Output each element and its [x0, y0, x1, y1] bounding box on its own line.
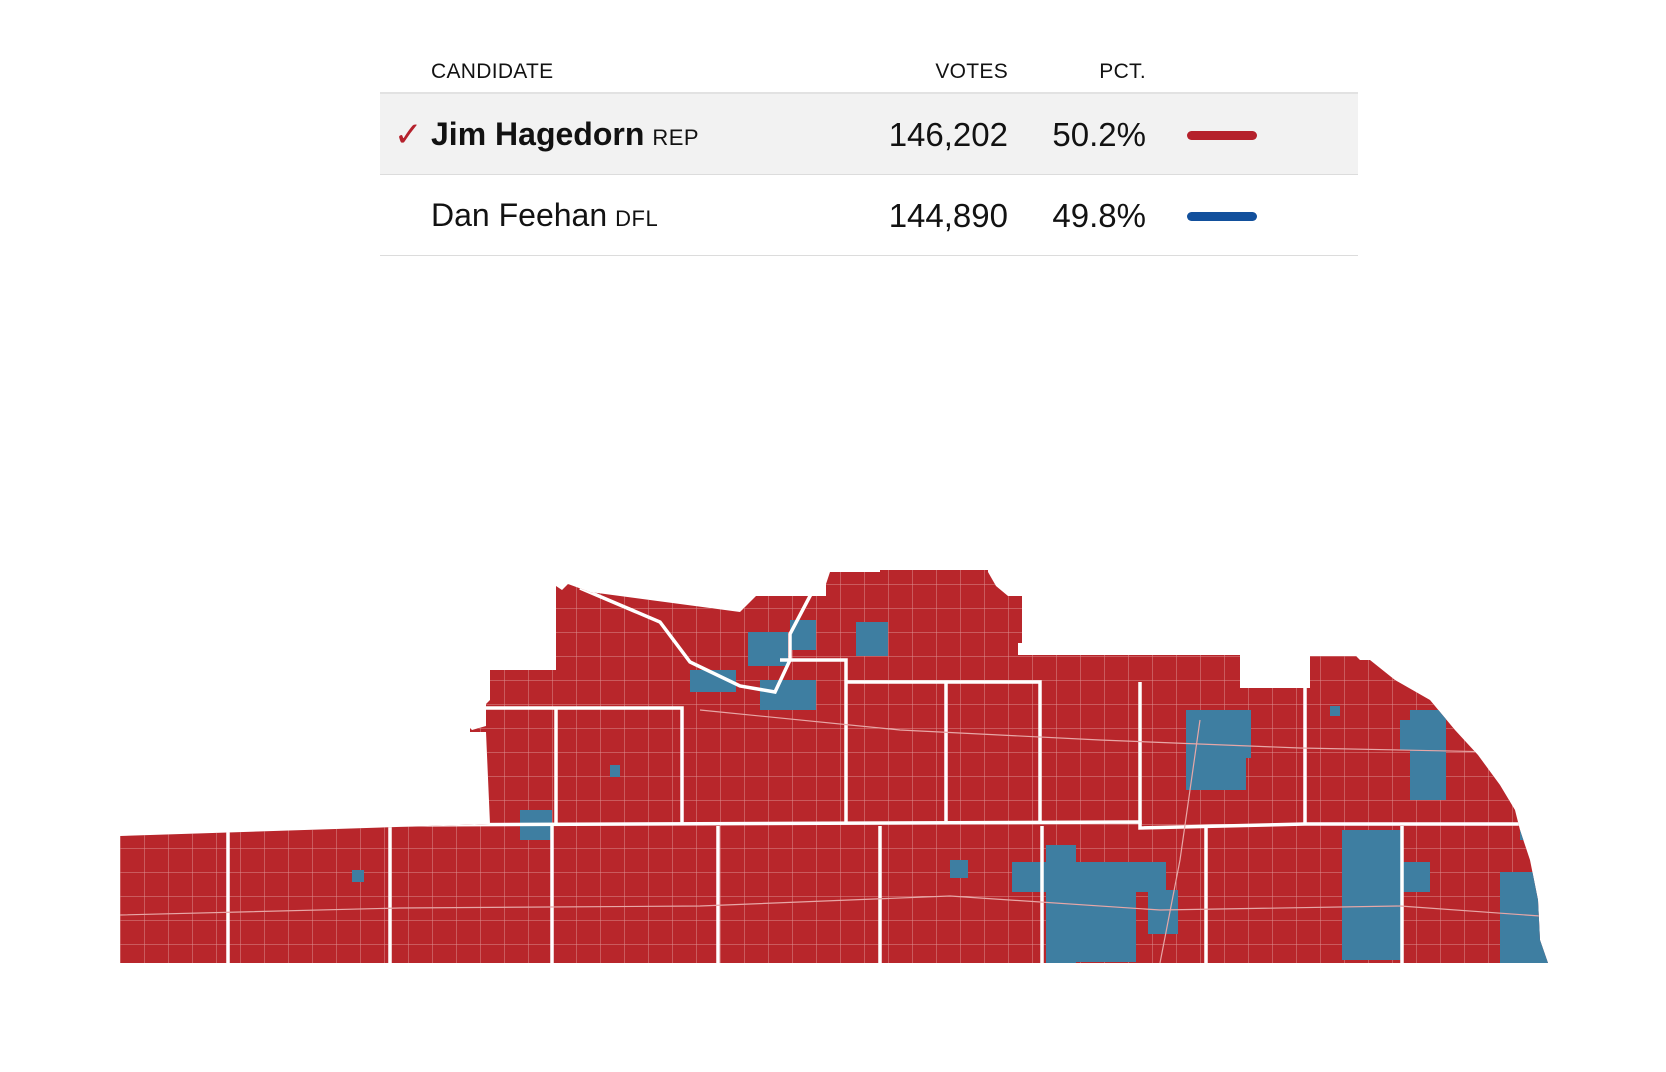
county-boundary [120, 820, 1520, 830]
dfl-precinct [222, 805, 232, 815]
dfl-precinct [1500, 872, 1548, 963]
county-boundary [780, 658, 848, 824]
road [120, 895, 1541, 917]
candidate-row-hagedorn: ✓ Jim Hagedorn REP 146,202 50.2% [380, 94, 1358, 175]
pct-column-header: PCT. [1099, 60, 1146, 83]
county-boundary [486, 706, 684, 824]
dfl-precinct [1402, 862, 1430, 892]
district-shape [120, 570, 1548, 963]
winner-check-icon: ✓ [394, 115, 423, 155]
county-boundary [846, 680, 1042, 824]
vote-share-bar [1187, 212, 1257, 221]
precinct-results-map [120, 570, 1548, 963]
dfl-precinct [856, 622, 888, 656]
candidate-name: Jim Hagedorn REP [431, 116, 699, 153]
table-header: CANDIDATE VOTES PCT. [380, 52, 1358, 94]
roads [120, 709, 1541, 963]
candidate-name-text: Dan Feehan [431, 197, 608, 233]
dfl-precincts [222, 620, 1548, 963]
precinct-grid [120, 570, 1548, 963]
vote-count: 144,890 [888, 197, 1008, 234]
vote-count: 146,202 [888, 116, 1008, 153]
road [699, 709, 1501, 753]
dfl-precinct [1342, 830, 1402, 960]
results-table: CANDIDATE VOTES PCT. ✓ Jim Hagedorn REP 1… [380, 52, 1358, 256]
dfl-precinct [610, 765, 620, 777]
candidate-name-text: Jim Hagedorn [431, 116, 645, 152]
dfl-precinct [950, 860, 968, 878]
county-boundary [579, 571, 828, 694]
candidate-row-feehan: Dan Feehan DFL 144,890 49.8% [380, 175, 1358, 256]
votes-column-header: VOTES [935, 60, 1008, 83]
vote-percent: 50.2% [1052, 116, 1146, 153]
dfl-precinct [1400, 720, 1426, 750]
vote-share-bar [1187, 131, 1257, 140]
dfl-precinct [352, 870, 364, 882]
county-boundaries [120, 571, 1520, 963]
road [1159, 719, 1201, 963]
dfl-precinct [1330, 706, 1340, 716]
candidate-column-header: CANDIDATE [431, 60, 554, 83]
dfl-precinct [690, 670, 736, 692]
dfl-precinct [1076, 862, 1136, 962]
party-label: REP [652, 125, 700, 150]
dfl-precinct [1136, 862, 1166, 892]
party-label: DFL [615, 206, 659, 231]
candidate-name: Dan Feehan DFL [431, 197, 658, 234]
dfl-precinct [760, 680, 816, 710]
vote-percent: 49.8% [1052, 197, 1146, 234]
dfl-precinct [1215, 710, 1251, 758]
dfl-precinct [1520, 810, 1540, 840]
